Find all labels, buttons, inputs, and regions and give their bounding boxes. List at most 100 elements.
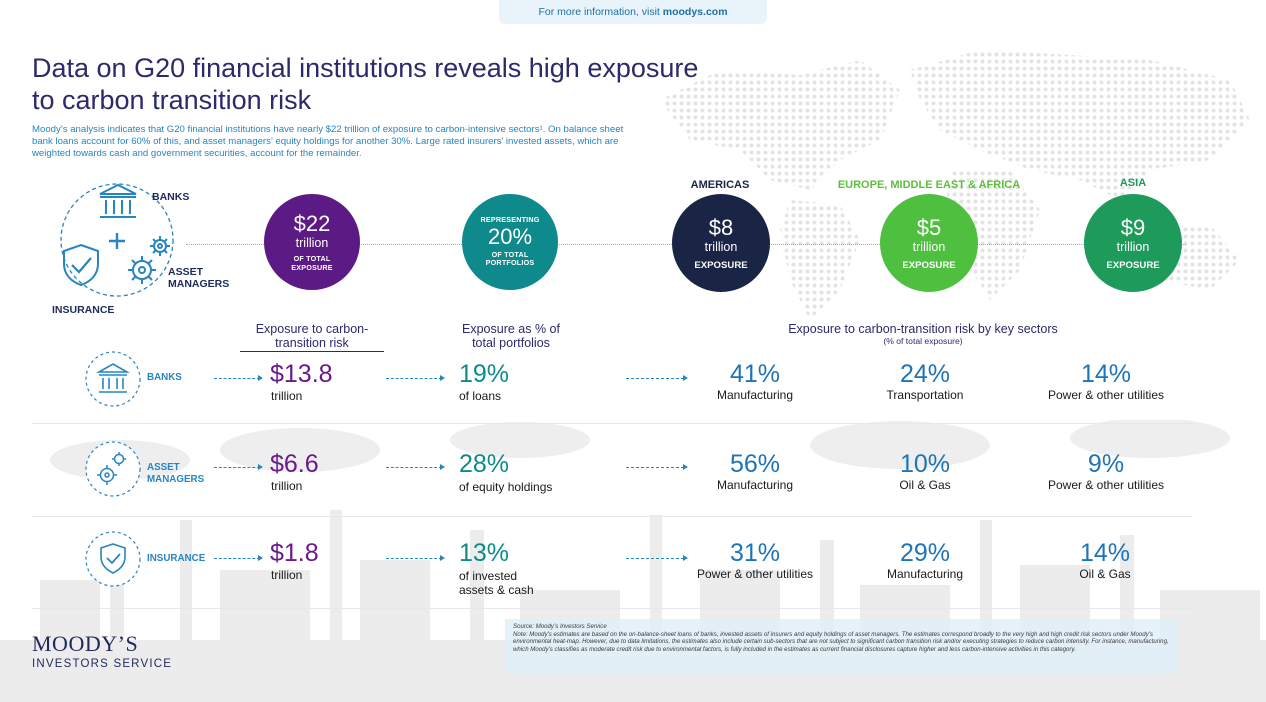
row-arrow-line [386,467,442,468]
arrow-head-icon [258,375,263,381]
world-map-background [660,50,1250,320]
row-label-banks: BANKS [147,372,182,383]
row-arrow-line [214,558,260,559]
region-value-emea: $5 [916,214,942,240]
intro-paragraph: Moody’s analysis indicates that G20 fina… [32,124,624,159]
total-exposure-circle: $22 trillion OF TOTAL EXPOSURE [264,194,360,290]
region-circle-emea: $5 trillion EXPOSURE [880,194,978,292]
logo-sub-text: INVESTORS SERVICE [32,658,173,670]
banks-sector-3: 14% Power & other utilities [1040,360,1172,402]
row-label-insurance: INSURANCE [147,553,206,564]
banks-pct-value: 19% [459,360,510,388]
cluster-label-asset-managers: ASSET MANAGERS [168,266,230,290]
asset-managers-sector-1: 56% Manufacturing [700,450,810,492]
sector-name: Power & other utilities [696,567,814,581]
row-arrow-line [386,378,442,379]
row-separator [32,516,1192,517]
logo-main-text: MOODY’S [32,631,139,656]
sector-name: Manufacturing [886,567,964,581]
region-circle-asia: $9 trillion EXPOSURE [1084,194,1182,292]
region-unit-asia: trillion [1116,239,1150,254]
region-caption-emea: EXPOSURE [902,259,956,271]
sector-pct: 14% [1080,360,1132,388]
portfolio-share-circle: REPRESENTING 20% OF TOTAL PORTFOLIOS [462,194,558,290]
portfolio-share-value: 20% [487,223,533,249]
region-caption-americas: EXPOSURE [694,259,748,271]
arrow-head-icon [683,464,688,470]
banks-pct-label: of loans [459,389,502,403]
cluster-label-banks: BANKS [152,191,190,203]
sector-pct: 10% [899,450,951,478]
shield-check-icon [63,243,99,287]
column-subheader-sectors: (% of total exposure) [883,336,963,346]
insurance-pct-label: of invested assets & cash [459,569,534,597]
sector-name: Power & other utilities [1047,388,1165,402]
info-banner-text: For more information, visit [538,6,663,18]
asset-managers-sector-2: 10% Oil & Gas [870,450,980,492]
sector-name: Manufacturing [716,478,794,492]
gears-icon [128,236,170,284]
sector-name: Oil & Gas [1079,567,1131,581]
insurance-sector-1: 31% Power & other utilities [690,539,820,581]
region-value-asia: $9 [1120,214,1146,240]
footnote-text: Note: Moody’s estimates are based on the… [513,630,1169,653]
region-label-asia: ASIA [1119,177,1147,189]
banks-sector-2: 24% Transportation [870,360,980,402]
sector-name: Power & other utilities [1047,478,1165,492]
moodys-link[interactable]: moodys.com [662,6,728,18]
insurance-sector-3: 14% Oil & Gas [1050,539,1160,581]
insurance-exposure-value: $1.8 [270,539,319,567]
bank-icon [85,351,141,407]
plus-icon [109,233,125,249]
bank-icon [99,183,137,218]
insurance-pct-value: 13% [459,539,510,567]
total-exposure-unit: trillion [295,236,329,250]
row-arrow-line [626,467,684,468]
footnote-source: Source: Moody’s Investors Service [513,623,607,630]
arrow-head-icon [258,464,263,470]
institutions-cluster-ring [60,183,174,297]
portfolio-share-caption: OF TOTAL PORTFOLIOS [485,249,535,268]
portfolio-share-top: REPRESENTING [480,215,540,225]
sector-name: Manufacturing [716,388,794,402]
row-arrow-line [214,467,260,468]
banks-sector-1: 41% Manufacturing [700,360,810,402]
sector-pct: 24% [899,360,951,388]
total-exposure-value: $22 [293,211,331,236]
shield-check-icon [85,531,141,587]
sector-pct: 9% [1087,450,1125,478]
region-unit-americas: trillion [704,239,738,254]
banks-exposure-unit: trillion [271,389,303,403]
insurance-exposure-unit: trillion [271,568,303,582]
asset-managers-exposure-value: $6.6 [270,450,319,478]
arrow-head-icon [683,555,688,561]
asset-managers-exposure-unit: trillion [271,479,303,493]
sector-pct: 14% [1079,539,1131,567]
arrow-head-icon [440,464,445,470]
sector-pct: 31% [729,539,781,567]
asset-managers-sector-3: 9% Power & other utilities [1040,450,1172,492]
sector-pct: 41% [729,360,781,388]
moodys-logo: MOODY’S INVESTORS SERVICE [32,631,173,671]
asset-managers-pct-value: 28% [459,450,510,478]
row-arrow-line [626,378,684,379]
region-value-americas: $8 [708,214,734,240]
arrow-head-icon [258,555,263,561]
arrow-head-icon [440,555,445,561]
total-exposure-caption: OF TOTAL EXPOSURE [291,254,333,272]
arrow-head-icon [683,375,688,381]
row-arrow-line [626,558,684,559]
region-caption-asia: EXPOSURE [1106,259,1160,271]
region-label-emea: EUROPE, MIDDLE EAST & AFRICA [837,179,1021,191]
sector-pct: 29% [899,539,951,567]
row-separator [32,608,1192,609]
cluster-label-insurance: INSURANCE [52,304,115,316]
column-header-exposure: Exposure to carbon-transition risk [240,322,384,352]
region-label-americas: AMERICAS [690,179,750,191]
region-circle-americas: $8 trillion EXPOSURE [672,194,770,292]
row-separator [32,423,1192,424]
row-arrow-line [214,378,260,379]
row-arrow-line [386,558,442,559]
asset-managers-pct-label: of equity holdings [459,480,553,494]
row-label-asset-managers: ASSET MANAGERS [147,462,205,485]
